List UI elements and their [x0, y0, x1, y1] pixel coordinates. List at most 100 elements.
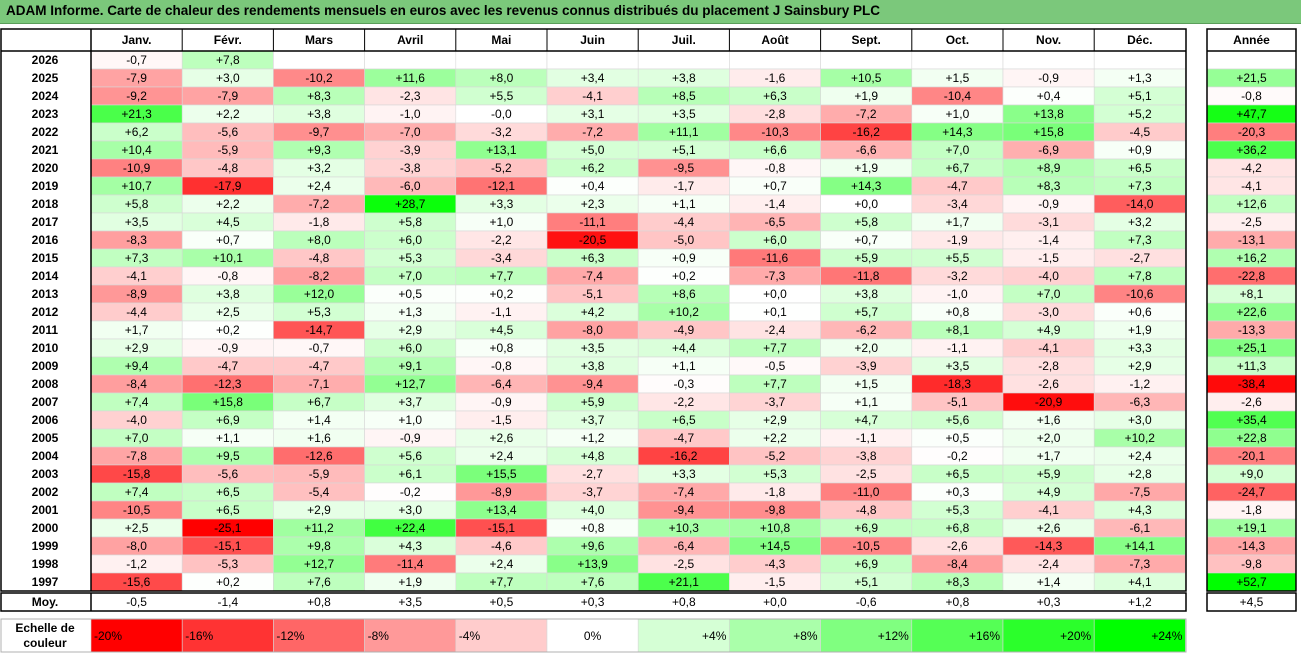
cell-value: +3,0 — [1128, 413, 1152, 427]
year-label: 2017 — [32, 215, 59, 229]
heatmap-cell — [911, 50, 1004, 70]
cell-value: +14,1 — [1125, 539, 1156, 553]
annual-value: +35,4 — [1236, 413, 1267, 427]
cell-value: +5,5 — [946, 251, 970, 265]
average-annual-value: +4,5 — [1240, 595, 1264, 609]
year-label: 2021 — [32, 143, 59, 157]
cell-value: +5,6 — [398, 449, 422, 463]
cell-value: -15,6 — [123, 575, 151, 589]
cell-value: -10,6 — [1126, 287, 1154, 301]
cell-value: +7,6 — [307, 575, 331, 589]
annual-value: -4,2 — [1241, 161, 1262, 175]
annual-value: -22,8 — [1238, 269, 1266, 283]
average-value: +0,8 — [672, 595, 696, 609]
cell-value: -3,4 — [491, 251, 512, 265]
cell-value: +6,1 — [398, 467, 422, 481]
cell-value: -7,2 — [856, 107, 877, 121]
cell-value: -2,8 — [765, 107, 786, 121]
cell-value: +1,1 — [854, 395, 878, 409]
cell-value: +5,8 — [398, 215, 422, 229]
cell-value: +5,1 — [1128, 89, 1152, 103]
cell-value: +1,1 — [672, 359, 696, 373]
cell-value: +8,5 — [672, 89, 696, 103]
cell-value: -0,8 — [765, 161, 786, 175]
heatmap-cell — [1002, 50, 1095, 70]
annual-value: -13,1 — [1238, 233, 1266, 247]
scale-swatch — [1093, 618, 1186, 653]
average-value: +0,3 — [1037, 595, 1061, 609]
cell-value: -1,5 — [1038, 251, 1059, 265]
cell-value: +4,0 — [581, 503, 605, 517]
cell-value: +5,1 — [854, 575, 878, 589]
cell-value: +9,3 — [307, 143, 331, 157]
year-label: 2012 — [32, 305, 59, 319]
cell-value: -2,4 — [765, 323, 786, 337]
cell-value: +6,2 — [581, 161, 605, 175]
cell-value: -3,4 — [947, 197, 968, 211]
cell-value: +3,3 — [490, 197, 514, 211]
cell-value: +6,5 — [216, 503, 240, 517]
annual-value: -20,3 — [1238, 125, 1266, 139]
cell-value: +10,3 — [669, 521, 700, 535]
cell-value: -5,9 — [217, 143, 238, 157]
chart-title: ADAM Informe. Carte de chaleur des rende… — [6, 3, 881, 18]
cell-value: -3,9 — [856, 359, 877, 373]
cell-value: +0,8 — [490, 341, 514, 355]
year-label: 2004 — [32, 449, 59, 463]
cell-value: +3,5 — [672, 107, 696, 121]
cell-value: +1,6 — [1037, 413, 1061, 427]
cell-value: +0,1 — [763, 305, 787, 319]
cell-value: -10,4 — [944, 89, 972, 103]
cell-value: +10,2 — [1125, 431, 1156, 445]
annual-value: -9,8 — [1241, 557, 1262, 571]
heatmap-cell — [455, 50, 548, 70]
cell-value: +14,3 — [942, 125, 973, 139]
cell-value: +5,9 — [854, 251, 878, 265]
month-header: Avril — [397, 33, 423, 47]
cell-value: +5,3 — [946, 503, 970, 517]
cell-value: +3,7 — [581, 413, 605, 427]
cell-value: +8,0 — [307, 233, 331, 247]
cell-value: +2,4 — [490, 557, 514, 571]
cell-value: +5,5 — [490, 89, 514, 103]
cell-value: +3,7 — [398, 395, 422, 409]
cell-value: -5,4 — [309, 485, 330, 499]
month-header: Mars — [305, 33, 333, 47]
month-header: Août — [761, 33, 788, 47]
cell-value: -3,0 — [1038, 305, 1059, 319]
cell-value: -6,1 — [1129, 521, 1150, 535]
cell-value: +1,5 — [854, 377, 878, 391]
cell-value: +12,7 — [395, 377, 426, 391]
cell-value: +7,4 — [125, 485, 149, 499]
cell-value: +6,9 — [216, 413, 240, 427]
annual-value: -2,6 — [1241, 395, 1262, 409]
cell-value: +10,1 — [213, 251, 244, 265]
cell-value: -15,8 — [123, 467, 151, 481]
cell-value: -4,7 — [673, 431, 694, 445]
cell-value: +5,2 — [1128, 107, 1152, 121]
cell-value: -1,5 — [491, 413, 512, 427]
heatmap-cell — [273, 50, 365, 70]
annual-value: -14,3 — [1238, 539, 1266, 553]
cell-value: +2,5 — [216, 305, 240, 319]
annual-value: -13,3 — [1238, 323, 1266, 337]
cell-value: -8,9 — [126, 287, 147, 301]
average-value: +0,8 — [946, 595, 970, 609]
annual-value: +47,7 — [1236, 107, 1267, 121]
year-label: 2026 — [32, 53, 59, 67]
cell-value: +0,2 — [490, 287, 514, 301]
cell-value: -17,9 — [214, 179, 242, 193]
annual-value: +52,7 — [1236, 575, 1267, 589]
cell-value: +3,2 — [307, 161, 331, 175]
cell-value: +3,5 — [581, 341, 605, 355]
cell-value: +6,5 — [216, 485, 240, 499]
average-value: -1,4 — [217, 595, 238, 609]
year-label: 2022 — [32, 125, 59, 139]
cell-value: -10,3 — [761, 125, 789, 139]
cell-value: +12,7 — [304, 557, 335, 571]
cell-value: -5,9 — [309, 467, 330, 481]
annual-value: -38,4 — [1238, 377, 1266, 391]
cell-value: -12,3 — [214, 377, 242, 391]
year-label: 2019 — [32, 179, 59, 193]
cell-value: -2,6 — [947, 539, 968, 553]
